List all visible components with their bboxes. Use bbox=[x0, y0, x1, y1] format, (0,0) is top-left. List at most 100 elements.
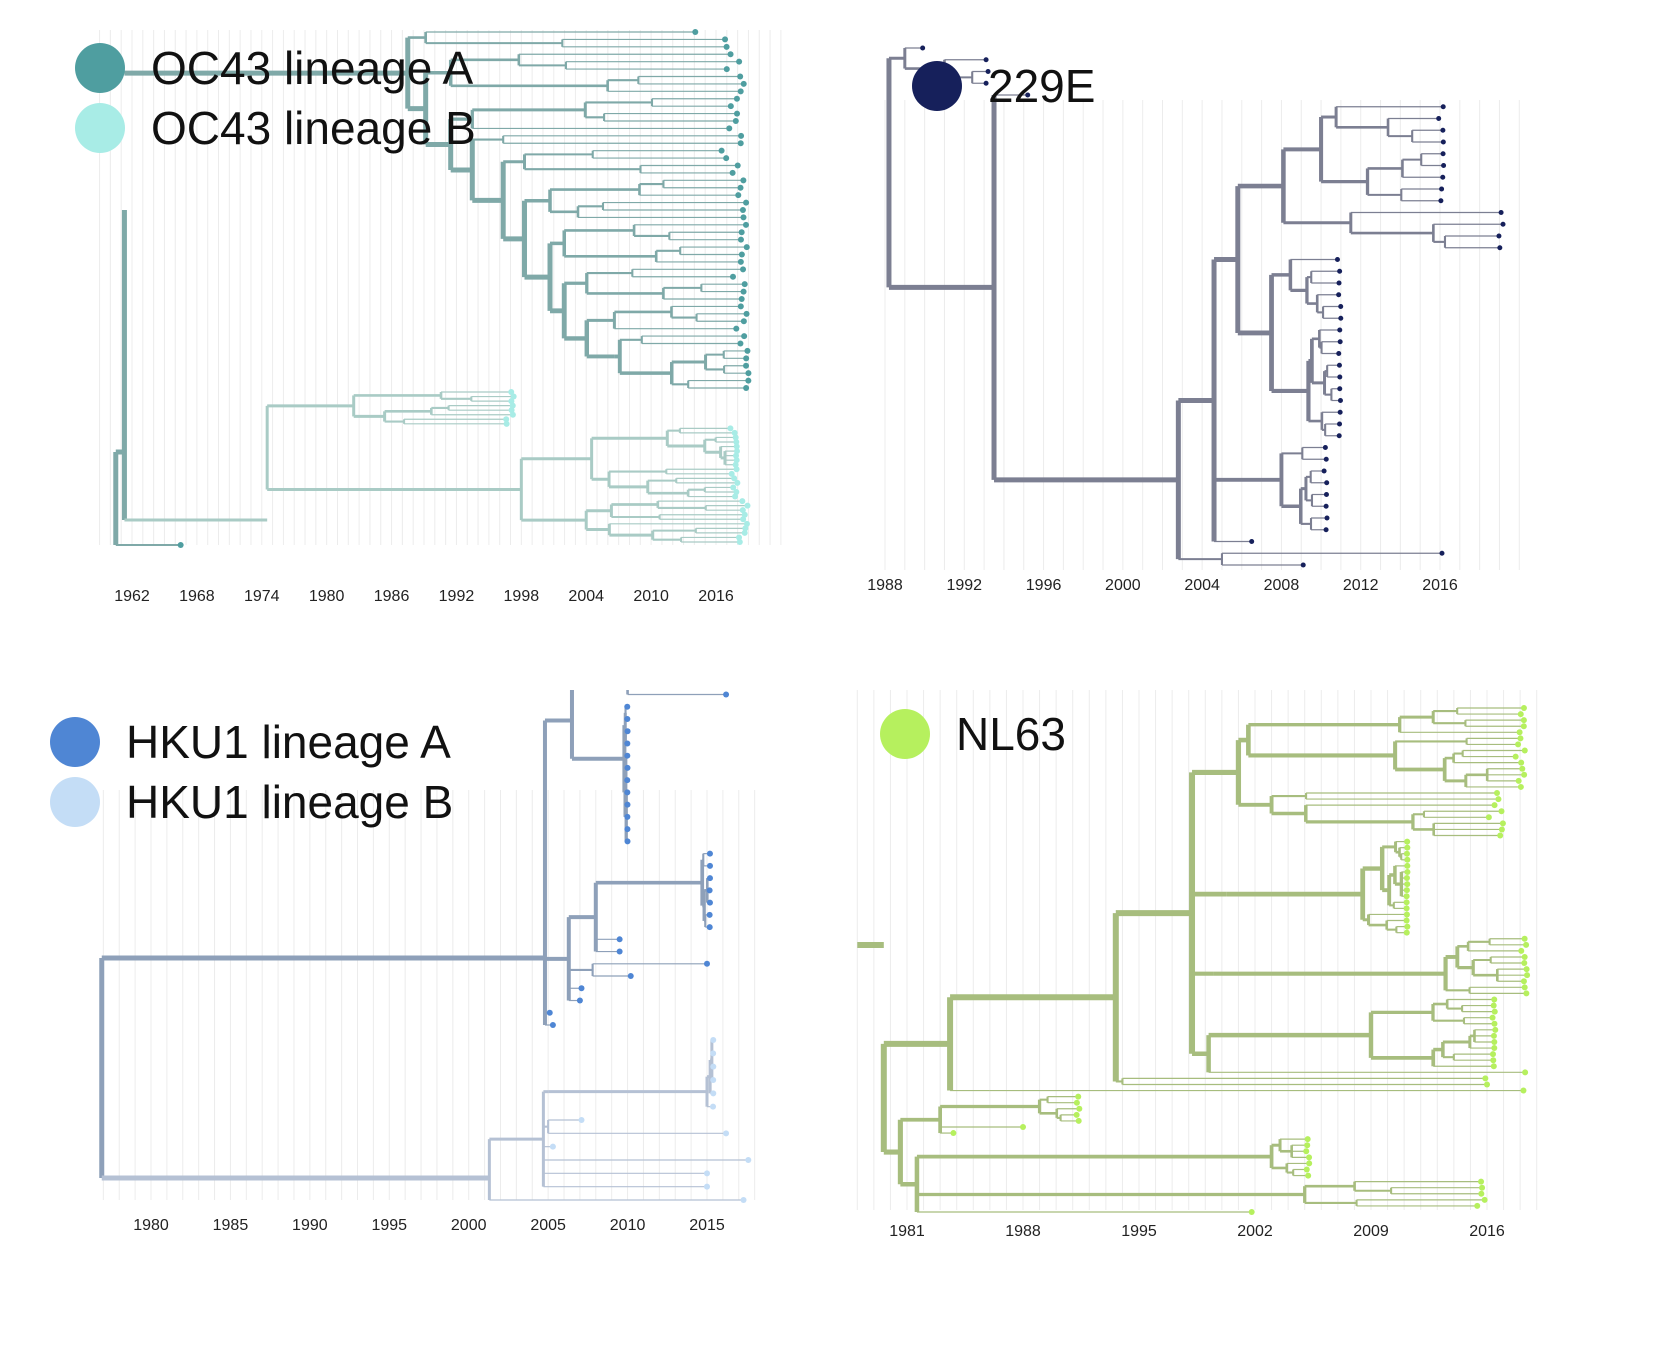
tree-tip-marker bbox=[723, 155, 730, 162]
tree-tip-marker bbox=[1303, 1148, 1310, 1155]
tree-tip-marker bbox=[549, 1143, 556, 1150]
tree-tip-marker bbox=[1300, 562, 1306, 568]
x-axis-tick-label: 2000 bbox=[1105, 577, 1141, 594]
tree-tip-marker bbox=[1479, 1184, 1486, 1191]
x-axis-tick-label: 2015 bbox=[689, 1217, 725, 1234]
tree-tip-marker bbox=[1495, 796, 1502, 803]
tree-tip-marker bbox=[733, 443, 740, 450]
tree-tip-marker bbox=[733, 448, 740, 455]
tree-tip-marker bbox=[704, 960, 710, 967]
tree-tip-marker bbox=[578, 1117, 585, 1123]
tree-tip-marker bbox=[1337, 327, 1343, 333]
tree-tip-marker bbox=[1441, 163, 1447, 168]
tree-tip-marker bbox=[1498, 826, 1505, 833]
tree-tip-marker bbox=[1515, 741, 1522, 748]
x-axis-tick-label: 2010 bbox=[633, 588, 669, 605]
x-axis-tick-label: 1990 bbox=[292, 1217, 328, 1234]
tree-tip-marker bbox=[1404, 856, 1411, 863]
tree-tip-marker bbox=[728, 470, 735, 477]
tree-tip-marker bbox=[723, 691, 730, 698]
tree-tip-marker bbox=[1482, 1075, 1489, 1082]
tree-tip-marker bbox=[1498, 808, 1505, 815]
tree-tip-marker bbox=[710, 1037, 717, 1043]
tree-tip-marker bbox=[706, 850, 713, 857]
tree-tip-marker bbox=[1404, 844, 1411, 851]
tree-tip-marker bbox=[1439, 186, 1445, 192]
tree-tip-marker bbox=[743, 362, 750, 369]
tree-tip-marker bbox=[1490, 1057, 1497, 1064]
x-axis-tick-label: 2005 bbox=[530, 1217, 566, 1234]
tree-tip-marker bbox=[509, 411, 516, 418]
tree-tip-marker bbox=[1073, 1111, 1080, 1118]
legend-marker-icon bbox=[50, 777, 100, 827]
tree-tip-marker bbox=[735, 192, 742, 199]
tree-tip-marker bbox=[627, 973, 634, 980]
tree-tip-marker bbox=[736, 58, 743, 65]
tree-tip-marker bbox=[1336, 351, 1342, 356]
tree-tip-marker bbox=[744, 347, 751, 354]
tree-tip-marker bbox=[546, 1009, 553, 1016]
tree-tip-marker bbox=[743, 310, 750, 317]
tree-tip-marker bbox=[1474, 1202, 1481, 1209]
tree-tip-marker bbox=[1338, 304, 1344, 309]
tree-tip-marker bbox=[1517, 783, 1524, 790]
legend-marker-icon bbox=[912, 61, 962, 111]
tree-tip-marker bbox=[739, 507, 746, 514]
tree-tip-marker bbox=[624, 740, 631, 747]
legend-marker-icon bbox=[50, 717, 100, 767]
tree-tip-marker bbox=[1517, 711, 1524, 718]
tree-tip-marker bbox=[744, 502, 751, 509]
tree-tip-marker bbox=[1491, 1045, 1498, 1052]
tree-tip-marker bbox=[1478, 1178, 1485, 1185]
tree-tip-marker bbox=[1403, 887, 1410, 894]
tree-tip-marker bbox=[1020, 1123, 1026, 1130]
tree-tip-marker bbox=[1324, 480, 1330, 486]
x-axis-tick-label: 1962 bbox=[114, 588, 150, 605]
tree-tip-marker bbox=[1337, 386, 1343, 392]
tree-tip-marker bbox=[722, 36, 729, 43]
tree-tip-marker bbox=[729, 273, 736, 280]
tree-tip-marker bbox=[1512, 753, 1519, 760]
tree-tip-marker bbox=[1523, 966, 1530, 973]
tree-tip-marker bbox=[1497, 245, 1503, 251]
legend-label: NL63 bbox=[956, 708, 1066, 760]
tree-tip-marker bbox=[624, 752, 631, 759]
tree-tip-marker bbox=[624, 764, 631, 771]
tree-tip-marker bbox=[1323, 527, 1329, 533]
tree-tip-marker bbox=[1520, 723, 1527, 730]
tree-tip-marker bbox=[510, 393, 517, 400]
nl63-panel: 1981 1988 1995 2002 2009 2016 NL63 bbox=[830, 690, 1661, 1350]
tree-tip-marker bbox=[1323, 503, 1329, 509]
tree-tip-marker bbox=[1403, 905, 1410, 912]
tree-tip-marker bbox=[1076, 1105, 1083, 1112]
tree-tip-marker bbox=[503, 416, 510, 423]
tree-tip-marker bbox=[1521, 747, 1528, 754]
tree-tip-marker bbox=[1403, 850, 1410, 857]
tree-tip-marker bbox=[1499, 820, 1506, 827]
oc43-legend: OC43 lineage A OC43 lineage B bbox=[75, 38, 476, 158]
tree-tip-marker bbox=[1337, 398, 1343, 403]
tree-tip-marker bbox=[1491, 996, 1498, 1003]
x-axis-tick-label: 2016 bbox=[698, 588, 734, 605]
tree-tip-marker bbox=[738, 251, 745, 258]
tree-tip-marker bbox=[727, 51, 734, 58]
tree-tip-marker bbox=[706, 899, 713, 906]
tree-tip-marker bbox=[1075, 1117, 1082, 1124]
tree-tip-marker bbox=[692, 29, 699, 35]
tree-tip-marker bbox=[710, 1077, 717, 1083]
x-axis-tick-label: 1992 bbox=[946, 577, 982, 594]
x-axis-tick-label: 1988 bbox=[867, 577, 903, 594]
tree-tip-marker bbox=[1440, 151, 1446, 157]
tree-tip-marker bbox=[1404, 868, 1411, 875]
tree-tip-marker bbox=[1493, 790, 1500, 797]
tree-tip-marker bbox=[1523, 941, 1530, 948]
legend-item-oc43-lineage-a: OC43 lineage A bbox=[75, 38, 476, 98]
tree-tip-marker bbox=[737, 88, 744, 95]
tree-tip-marker bbox=[733, 457, 740, 464]
229e-panel: 1988 1992 1996 2000 2004 2008 2012 2016 229E bbox=[830, 0, 1661, 650]
tree-tip-marker bbox=[740, 266, 747, 273]
tree-tip-marker bbox=[741, 529, 748, 536]
tree-tip-marker bbox=[1336, 292, 1342, 298]
tree-tip-marker bbox=[706, 875, 713, 882]
tree-tip-marker bbox=[733, 489, 740, 495]
